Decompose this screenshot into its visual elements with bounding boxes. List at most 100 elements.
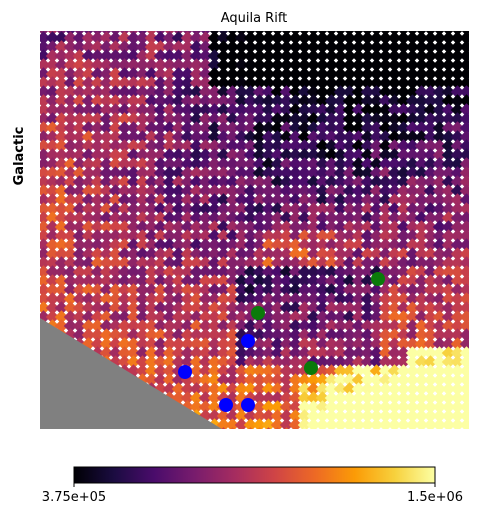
map-pixel — [117, 103, 132, 117]
map-pixel — [153, 76, 168, 90]
map-pixel — [468, 262, 469, 264]
map-pixel — [360, 202, 375, 216]
map-pixel — [324, 67, 339, 81]
map-pixel — [234, 103, 249, 117]
map-pixel — [333, 139, 348, 153]
map-pixel — [261, 292, 276, 306]
map-pixel — [45, 229, 60, 243]
map-pixel — [234, 112, 249, 126]
map-pixel — [423, 58, 438, 72]
map-pixel — [108, 292, 123, 306]
map-pixel — [54, 202, 69, 216]
map-pixel — [378, 112, 393, 126]
map-pixel — [450, 409, 465, 423]
map-pixel — [351, 184, 366, 198]
map-pixel — [117, 67, 132, 81]
map-pixel — [441, 94, 456, 108]
map-pixel — [414, 319, 429, 333]
map-pixel — [423, 112, 438, 126]
map-pixel — [135, 112, 150, 126]
map-pixel — [127, 13, 141, 27]
map-pixel — [207, 346, 222, 360]
map-pixel — [144, 229, 159, 243]
map-pixel — [54, 157, 69, 171]
map-pixel — [189, 364, 204, 378]
map-pixel — [450, 265, 465, 279]
map-pixel — [405, 265, 420, 279]
map-pixel — [279, 247, 294, 261]
map-pixel — [468, 199, 469, 201]
map-pixel — [441, 346, 456, 360]
map-pixel — [342, 319, 357, 333]
map-pixel — [145, 13, 159, 27]
map-pixel — [441, 319, 456, 333]
map-pixel — [387, 157, 402, 171]
map-pixel — [153, 238, 168, 252]
map-pixel — [270, 85, 285, 99]
map-pixel — [126, 346, 141, 360]
map-pixel — [333, 58, 348, 72]
map-pixel — [108, 229, 123, 243]
map-pixel — [189, 94, 204, 108]
map-pixel — [189, 40, 204, 54]
map-pixel — [387, 274, 402, 288]
map-pixel — [117, 319, 132, 333]
map-pixel — [378, 355, 393, 369]
map-pixel — [396, 346, 411, 360]
map-pixel — [342, 148, 357, 162]
map-pixel — [432, 193, 447, 207]
map-pixel — [171, 319, 186, 333]
map-pixel — [279, 85, 294, 99]
map-pixel — [153, 157, 168, 171]
map-pixel — [180, 328, 195, 342]
map-pixel — [40, 126, 42, 130]
map-pixel — [162, 211, 177, 225]
map-pixel — [378, 301, 393, 315]
map-pixel — [342, 391, 357, 405]
map-pixel — [207, 94, 222, 108]
map-pixel — [423, 229, 438, 243]
map-pixel — [216, 409, 231, 423]
map-pixel — [315, 355, 330, 369]
map-pixel — [414, 49, 429, 63]
map-pixel — [40, 72, 42, 76]
map-pixel — [396, 229, 411, 243]
map-pixel — [423, 418, 438, 429]
map-pixel — [387, 265, 402, 279]
map-pixel — [378, 31, 393, 45]
map-pixel — [306, 292, 321, 306]
map-pixel — [441, 283, 456, 297]
map-pixel — [63, 184, 78, 198]
map-pixel — [441, 418, 456, 429]
map-pixel — [189, 247, 204, 261]
map-pixel — [396, 49, 411, 63]
map-pixel — [270, 130, 285, 144]
map-pixel — [108, 31, 123, 45]
map-pixel — [243, 121, 258, 135]
map-pixel — [405, 139, 420, 153]
map-pixel — [135, 193, 150, 207]
map-pixel — [28, 13, 42, 27]
map-pixel — [63, 58, 78, 72]
map-pixel — [342, 238, 357, 252]
map-pixel — [162, 265, 177, 279]
map-pixel — [225, 364, 240, 378]
map-pixel — [423, 292, 438, 306]
marker — [241, 334, 255, 348]
map-pixel — [90, 148, 105, 162]
map-pixel — [468, 217, 469, 219]
map-pixel — [135, 202, 150, 216]
map-pixel — [378, 382, 393, 396]
map-pixel — [144, 301, 159, 315]
map-pixel — [360, 103, 375, 117]
map-pixel — [315, 193, 330, 207]
map-pixel — [144, 355, 159, 369]
map-pixel — [396, 58, 411, 72]
map-pixel — [297, 229, 312, 243]
map-pixel — [153, 220, 168, 234]
map-pixel — [360, 373, 375, 387]
map-pixel — [63, 301, 78, 315]
map-pixel — [378, 67, 393, 81]
map-pixel — [279, 40, 294, 54]
map-pixel — [279, 67, 294, 81]
